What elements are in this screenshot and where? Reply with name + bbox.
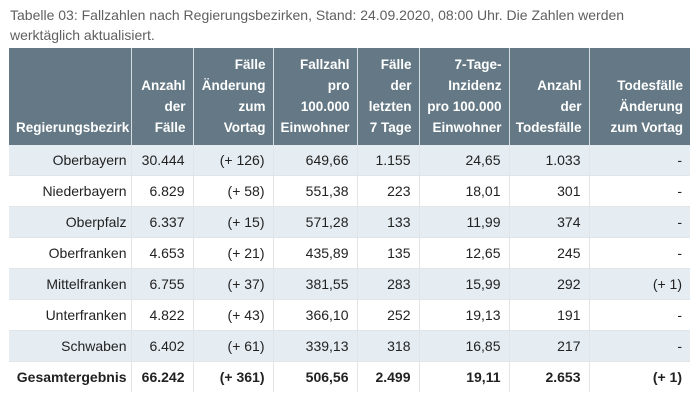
cell-cases-per-100k: 435,89 (273, 237, 358, 269)
cell-death-change: - (589, 145, 690, 176)
cell-cases-per-100k: 571,28 (273, 206, 358, 238)
table-row: Oberpfalz 6.337 (+ 15) 571,28 133 11,99 … (9, 206, 690, 238)
cell-cases-per-100k: 649,66 (273, 145, 358, 176)
cell-case-change: (+ 43) (193, 299, 274, 331)
cell-death-count: 292 (509, 268, 590, 300)
cell-7-day-incidence: 19,13 (419, 299, 510, 331)
cell-cases-last-7-days: 133 (357, 206, 420, 238)
cell-death-change: - (589, 175, 690, 207)
header-case-change: Fälle Änderung zum Vortag (193, 48, 274, 145)
cell-region: Mittelfranken (9, 268, 132, 300)
cell-cases-per-100k: 551,38 (273, 175, 358, 207)
total-row: Gesamtergebnis 66.242 (+ 361) 506,56 2.4… (9, 361, 690, 392)
cell-7-day-incidence: 11,99 (419, 206, 510, 238)
cell-case-change: (+ 37) (193, 268, 274, 300)
cell-case-change: (+ 15) (193, 206, 274, 238)
cell-death-change: - (589, 237, 690, 269)
case-numbers-table: Regierungsbezirk Anzahl der Fälle Fälle … (9, 48, 690, 392)
cell-cases-last-7-days: 135 (357, 237, 420, 269)
header-cases-last-7-days: Fälle der letzten 7 Tage (357, 48, 420, 145)
cell-death-count: 374 (509, 206, 590, 238)
cell-7-day-incidence: 18,01 (419, 175, 510, 207)
cell-region: Oberfranken (9, 237, 132, 269)
table-row: Oberbayern 30.444 (+ 126) 649,66 1.155 2… (9, 145, 690, 176)
cell-total-7-day-incidence: 19,11 (419, 361, 510, 392)
cell-region: Oberpfalz (9, 206, 132, 238)
cell-death-change: (+ 1) (589, 268, 690, 300)
table-row: Oberfranken 4.653 (+ 21) 435,89 135 12,6… (9, 237, 690, 269)
cell-cases-per-100k: 366,10 (273, 299, 358, 331)
header-region: Regierungsbezirk (9, 48, 132, 145)
table-row: Niederbayern 6.829 (+ 58) 551,38 223 18,… (9, 175, 690, 207)
cell-cases-per-100k: 381,55 (273, 268, 358, 300)
cell-case-change: (+ 58) (193, 175, 274, 207)
cell-case-count: 6.402 (131, 330, 194, 362)
cell-region: Schwaben (9, 330, 132, 362)
cell-cases-last-7-days: 1.155 (357, 145, 420, 176)
cell-total-death-count: 2.653 (509, 361, 590, 392)
cell-case-change: (+ 21) (193, 237, 274, 269)
cell-death-count: 217 (509, 330, 590, 362)
cell-case-change: (+ 126) (193, 145, 274, 176)
cell-region: Niederbayern (9, 175, 132, 207)
header-7-day-incidence: 7-Tage-Inzidenz pro 100.000 Einwohner (419, 48, 510, 145)
cell-total-case-count: 66.242 (131, 361, 194, 392)
cell-death-count: 1.033 (509, 145, 590, 176)
cell-total-label: Gesamtergebnis (9, 361, 132, 392)
cell-death-count: 191 (509, 299, 590, 331)
cell-death-change: - (589, 299, 690, 331)
header-row: Regierungsbezirk Anzahl der Fälle Fälle … (9, 48, 690, 145)
cell-case-count: 6.337 (131, 206, 194, 238)
cell-death-count: 245 (509, 237, 590, 269)
header-death-change: Todesfälle Änderung zum Vortag (589, 48, 690, 145)
table-caption: Tabelle 03: Fallzahlen nach Regierungsbe… (10, 7, 625, 43)
header-case-count: Anzahl der Fälle (131, 48, 194, 145)
cell-death-count: 301 (509, 175, 590, 207)
header-cases-per-100k: Fallzahl pro 100.000 Einwohner (273, 48, 358, 145)
table-row: Unterfranken 4.822 (+ 43) 366,10 252 19,… (9, 299, 690, 331)
cell-case-count: 6.829 (131, 175, 194, 207)
table-header: Regierungsbezirk Anzahl der Fälle Fälle … (9, 48, 690, 145)
table-row: Mittelfranken 6.755 (+ 37) 381,55 283 15… (9, 268, 690, 300)
cell-cases-last-7-days: 318 (357, 330, 420, 362)
cell-region: Unterfranken (9, 299, 132, 331)
cell-case-count: 6.755 (131, 268, 194, 300)
cell-total-cases-per-100k: 506,56 (273, 361, 358, 392)
cell-7-day-incidence: 24,65 (419, 145, 510, 176)
cell-case-count: 4.653 (131, 237, 194, 269)
cell-case-count: 30.444 (131, 145, 194, 176)
cell-cases-last-7-days: 252 (357, 299, 420, 331)
cell-cases-last-7-days: 223 (357, 175, 420, 207)
cell-case-change: (+ 61) (193, 330, 274, 362)
cell-cases-last-7-days: 283 (357, 268, 420, 300)
table-body: Oberbayern 30.444 (+ 126) 649,66 1.155 2… (9, 145, 690, 392)
table-row: Schwaben 6.402 (+ 61) 339,13 318 16,85 2… (9, 330, 690, 362)
cell-total-case-change: (+ 361) (193, 361, 274, 392)
cell-7-day-incidence: 16,85 (419, 330, 510, 362)
cell-region: Oberbayern (9, 145, 132, 176)
cell-7-day-incidence: 15,99 (419, 268, 510, 300)
cell-7-day-incidence: 12,65 (419, 237, 510, 269)
cell-death-change: - (589, 206, 690, 238)
cell-cases-per-100k: 339,13 (273, 330, 358, 362)
cell-death-change: - (589, 330, 690, 362)
cell-case-count: 4.822 (131, 299, 194, 331)
cell-total-cases-last-7-days: 2.499 (357, 361, 420, 392)
cell-total-death-change: (+ 1) (589, 361, 690, 392)
header-death-count: Anzahl der Todesfälle (509, 48, 590, 145)
